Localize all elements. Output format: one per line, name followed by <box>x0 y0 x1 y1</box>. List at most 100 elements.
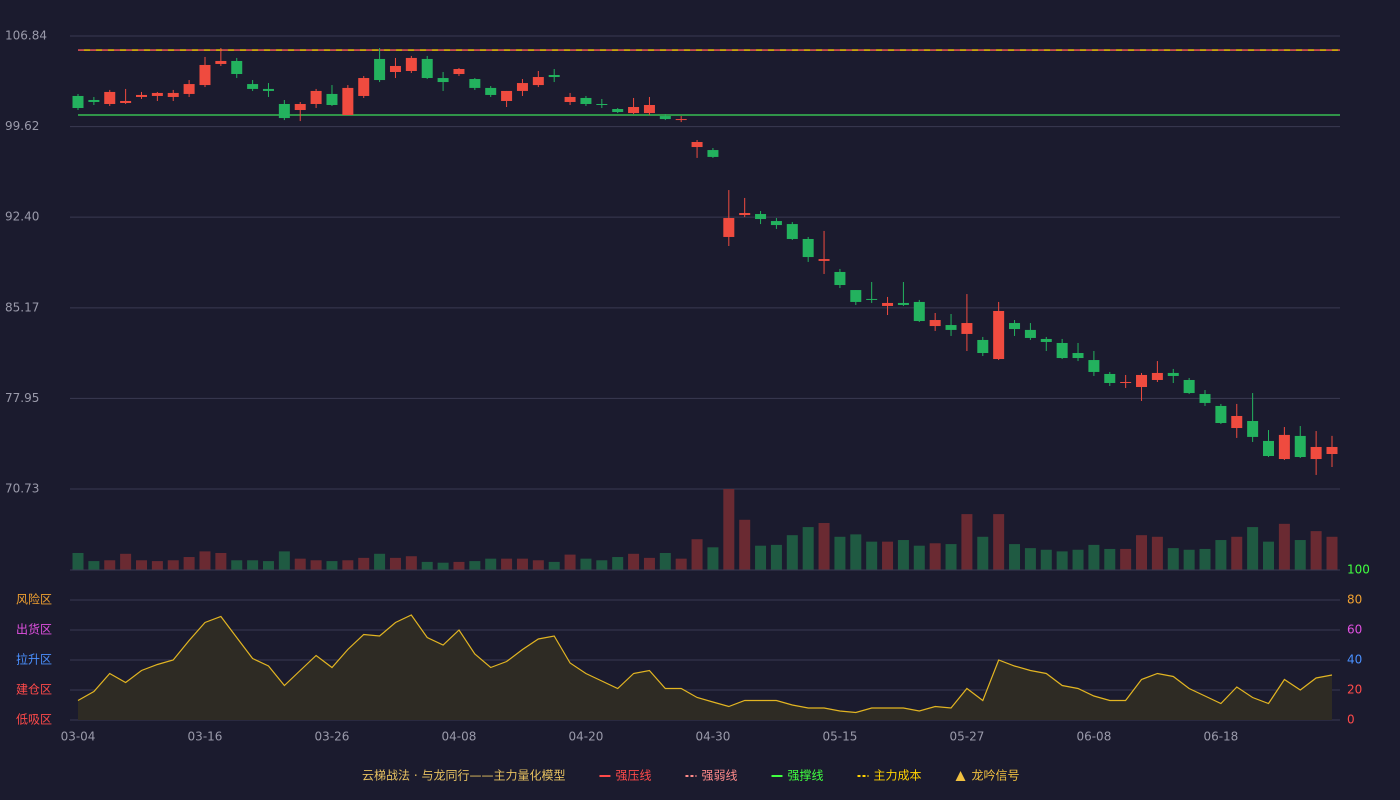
volume-bar <box>961 514 973 570</box>
candle-body <box>342 87 354 116</box>
candle-body <box>929 320 941 327</box>
candle-body <box>310 90 322 104</box>
y-tick-label: 99.62 <box>5 119 39 133</box>
volume-bar <box>104 560 116 570</box>
candle-body <box>596 103 608 105</box>
y2-tick-label: 80 <box>1347 593 1362 607</box>
volume-bar <box>548 561 560 570</box>
volume-bar <box>437 562 449 570</box>
candle-body <box>1024 329 1036 338</box>
volume-bar <box>1088 544 1100 570</box>
zone-label: 建仓区 <box>16 683 52 697</box>
volume-bar <box>628 553 640 570</box>
candle-body <box>135 94 147 97</box>
volume-bar <box>564 554 576 570</box>
candle-body <box>691 142 703 148</box>
candle-body <box>755 214 767 220</box>
volume-bar <box>1231 536 1243 570</box>
x-tick-label: 04-30 <box>695 730 730 744</box>
candle-body <box>405 57 417 72</box>
candle-body <box>1009 323 1021 330</box>
legend-label: 主力成本 <box>874 769 922 783</box>
volume-bar <box>247 560 259 570</box>
volume-bar <box>945 544 957 570</box>
y2-tick-label: 100 <box>1347 563 1370 577</box>
y-tick-label: 92.40 <box>5 210 39 224</box>
volume-bar <box>1024 548 1036 570</box>
volume-bar <box>802 527 814 570</box>
volume-bar <box>1040 549 1052 570</box>
y2-tick-label: 40 <box>1347 653 1362 667</box>
candle-body <box>1326 446 1338 454</box>
candle-body <box>389 65 401 73</box>
volume-bar <box>1326 536 1338 570</box>
candle-body <box>612 109 624 113</box>
volume-bar <box>866 541 878 570</box>
candle-body <box>945 325 957 330</box>
volume-bar <box>183 557 195 570</box>
volume-bar <box>167 560 179 570</box>
volume-bar <box>913 545 925 570</box>
volume-bar <box>993 514 1005 570</box>
volume-bar <box>88 561 100 570</box>
volume-bar <box>294 558 306 570</box>
volume-bar <box>1072 549 1084 570</box>
zone-label: 低吸区 <box>16 713 52 727</box>
candle-body <box>278 103 290 119</box>
volume-bar <box>1183 549 1195 570</box>
candle-body <box>675 119 687 121</box>
candle-body <box>88 99 100 102</box>
candle-body <box>294 103 306 111</box>
candle-body <box>1294 435 1306 458</box>
volume-bar <box>1278 523 1290 570</box>
candle-body <box>739 213 751 216</box>
x-tick-label: 05-15 <box>822 730 857 744</box>
indicator-line <box>77 614 1333 714</box>
candle-body <box>120 100 132 103</box>
candle-body <box>993 310 1005 360</box>
candle-body <box>548 75 560 78</box>
volume-bar <box>882 541 894 570</box>
volume-bar <box>850 534 862 570</box>
volume-bar <box>834 536 846 570</box>
volume-bar <box>1167 548 1179 570</box>
x-tick-label: 05-27 <box>949 730 984 744</box>
legend-label: 强弱线 <box>701 769 737 783</box>
volume-bar <box>389 557 401 570</box>
volume-bar <box>405 556 417 570</box>
volume-bar <box>1104 548 1116 570</box>
y-tick-label: 70.73 <box>5 482 39 496</box>
volume-bar <box>358 557 370 570</box>
candle-body <box>247 84 259 89</box>
volume-bar <box>215 552 227 570</box>
candle-body <box>643 104 655 114</box>
volume-bar <box>516 558 528 570</box>
candle-body <box>1263 440 1275 457</box>
volume-bar <box>278 551 290 570</box>
volume-bar <box>897 540 909 570</box>
volume-bar <box>1263 541 1275 570</box>
candle-body <box>167 92 179 97</box>
candle-body <box>358 78 370 96</box>
legend-label: 龙吟信号 <box>972 768 1020 783</box>
volume-bar <box>135 560 147 570</box>
candle-body <box>374 58 386 81</box>
volume-bar <box>1199 548 1211 570</box>
candle-body <box>1056 342 1068 359</box>
volume-bar <box>1310 531 1322 570</box>
candle-body <box>961 323 973 334</box>
volume-bar <box>231 560 243 570</box>
x-tick-label: 06-08 <box>1076 730 1111 744</box>
x-tick-label: 03-16 <box>188 730 223 744</box>
volume-bar <box>1215 540 1227 570</box>
candle-body <box>723 218 735 237</box>
volume-bar <box>1136 535 1148 570</box>
volume-bar <box>1247 527 1259 570</box>
zone-label: 风险区 <box>16 592 52 607</box>
candle-body <box>326 93 338 105</box>
candle-body <box>1120 381 1132 383</box>
volume-bar <box>501 558 513 570</box>
volume-bar <box>596 560 608 570</box>
x-tick-label: 03-04 <box>61 730 96 744</box>
indicator-area <box>78 615 1332 720</box>
